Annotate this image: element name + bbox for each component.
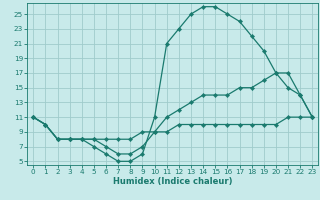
X-axis label: Humidex (Indice chaleur): Humidex (Indice chaleur) [113,177,233,186]
